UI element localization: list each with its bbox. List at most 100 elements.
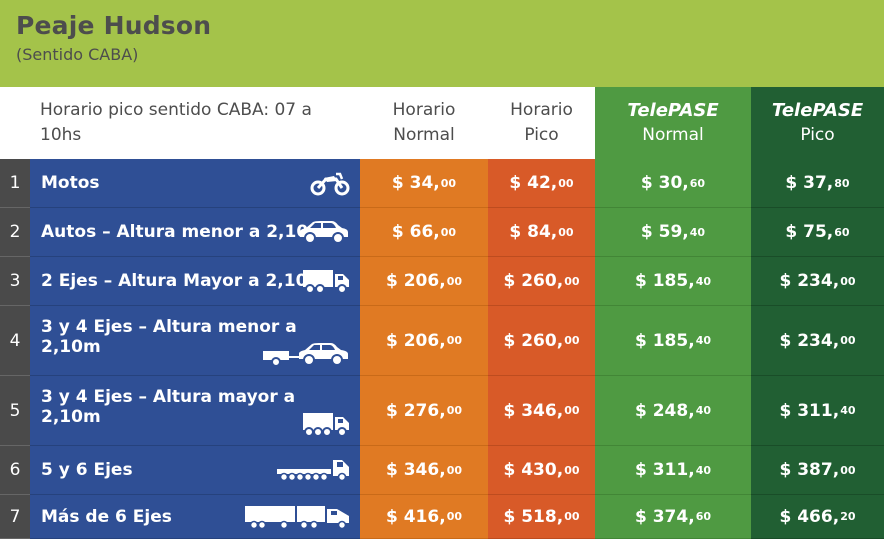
vehicle-label: Motos <box>41 173 100 193</box>
price-telepase-normal-amount: $ 185, <box>634 271 695 291</box>
car-icon <box>298 219 350 245</box>
price-pico: $ 346, 00 <box>488 376 595 446</box>
price-telepase-normal-cents: 60 <box>695 510 711 523</box>
price-telepase-pico-cents: 00 <box>840 334 856 347</box>
price-normal: $ 206, 00 <box>360 306 488 376</box>
row-number: 4 <box>0 306 30 376</box>
price-telepase-pico-amount: $ 387, <box>779 460 840 480</box>
vehicle-label: Autos – Altura menor a 2,10m <box>41 222 326 242</box>
price-pico: $ 260, 00 <box>488 306 595 376</box>
vehicle-label: 2 Ejes – Altura Mayor a 2,10m <box>41 271 326 291</box>
row-number: 3 <box>0 257 30 306</box>
header-normal-line1: Horario <box>392 100 456 120</box>
price-telepase-normal-amount: $ 185, <box>634 330 695 351</box>
header-pico-line2: Pico <box>524 125 559 145</box>
price-normal-amount: $ 276, <box>385 400 446 421</box>
price-normal-cents: 00 <box>446 463 462 477</box>
price-telepase-pico-cents: 00 <box>840 274 856 288</box>
price-telepase-normal-cents: 40 <box>695 463 711 477</box>
price-telepase-normal-cents: 40 <box>695 404 711 417</box>
header-normal-line2: Normal <box>393 125 455 145</box>
price-normal: $ 206, 00 <box>360 257 488 306</box>
price-telepase-pico-cents: 00 <box>840 463 856 477</box>
row-number: 2 <box>0 208 30 257</box>
semi-truck-icon <box>276 457 350 483</box>
price-normal: $ 66, 00 <box>360 208 488 257</box>
toll-rates-table: Horario pico sentido CABA: 07 a 10hs Hor… <box>0 87 884 539</box>
price-telepase-normal-amount: $ 248, <box>634 400 695 421</box>
price-normal: $ 416, 00 <box>360 495 488 539</box>
vehicle-category: Autos – Altura menor a 2,10m <box>30 208 360 257</box>
vehicle-label: 5 y 6 Ejes <box>41 460 133 480</box>
header-telepase-pico: TelePASE Pico <box>751 87 884 159</box>
price-pico: $ 84, 00 <box>488 208 595 257</box>
price-pico-amount: $ 260, <box>503 271 564 291</box>
price-normal-cents: 00 <box>446 334 462 347</box>
price-pico-cents: 00 <box>564 274 580 288</box>
price-telepase-pico: $ 37, 80 <box>751 159 884 208</box>
price-normal-amount: $ 346, <box>385 460 446 480</box>
row-number: 1 <box>0 159 30 208</box>
price-telepase-pico-cents: 80 <box>834 176 850 190</box>
vehicle-category: 5 y 6 Ejes <box>30 446 360 495</box>
price-telepase-normal-cents: 40 <box>695 334 711 347</box>
price-telepase-pico: $ 234, 00 <box>751 257 884 306</box>
price-pico-amount: $ 84, <box>509 222 558 242</box>
vehicle-category: 3 y 4 Ejes – Altura mayor a 2,10m <box>30 376 360 446</box>
price-pico-cents: 00 <box>558 225 574 239</box>
vehicle-category: Más de 6 Ejes <box>30 495 360 539</box>
vehicle-label: Más de 6 Ejes <box>41 506 172 527</box>
price-normal-cents: 00 <box>446 404 462 417</box>
price-telepase-normal-amount: $ 311, <box>634 460 695 480</box>
truck-three-axle-icon <box>302 411 350 437</box>
row-number: 6 <box>0 446 30 495</box>
price-telepase-normal-amount: $ 30, <box>640 173 689 193</box>
price-telepase-pico-amount: $ 234, <box>779 330 840 351</box>
price-telepase-normal-amount: $ 374, <box>634 506 695 527</box>
table-row: 1 Motos $ 34, 00 $ 42, 00 $ 30, 60 $ 37, 80 <box>0 159 884 208</box>
page-header: Peaje Hudson (Sentido CABA) <box>0 0 884 87</box>
price-pico-amount: $ 42, <box>509 173 558 193</box>
car-with-trailer-icon <box>262 341 350 367</box>
vehicle-category: 2 Ejes – Altura Mayor a 2,10m <box>30 257 360 306</box>
price-normal-amount: $ 206, <box>385 330 446 351</box>
row-number: 7 <box>0 495 30 539</box>
header-pico-line1: Horario <box>510 100 573 120</box>
price-pico-cents: 00 <box>564 510 580 523</box>
price-telepase-pico: $ 466, 20 <box>751 495 884 539</box>
price-normal-amount: $ 206, <box>385 271 446 291</box>
price-telepase-pico-cents: 20 <box>840 510 856 523</box>
price-normal: $ 276, 00 <box>360 376 488 446</box>
table-row: 2 Autos – Altura menor a 2,10m $ 66, 00 $ 84… <box>0 208 884 257</box>
price-pico: $ 260, 00 <box>488 257 595 306</box>
price-telepase-normal: $ 311, 40 <box>595 446 751 495</box>
peak-hours-note: Horario pico sentido CABA: 07 a 10hs <box>40 100 312 145</box>
price-pico-cents: 00 <box>564 404 580 417</box>
price-telepase-pico-amount: $ 234, <box>779 271 840 291</box>
price-telepase-normal-cents: 40 <box>695 274 711 288</box>
header-telepase-normal-line1: TelePASE <box>627 100 719 121</box>
price-normal-cents: 00 <box>440 176 457 190</box>
price-telepase-pico-cents: 60 <box>834 225 850 239</box>
price-telepase-pico: $ 234, 00 <box>751 306 884 376</box>
price-pico-amount: $ 260, <box>503 330 564 351</box>
vehicle-label: 3 y 4 Ejes – Altura menor a 2,10m <box>41 317 297 357</box>
price-normal: $ 34, 00 <box>360 159 488 208</box>
price-telepase-normal: $ 374, 60 <box>595 495 751 539</box>
page-subtitle: (Sentido CABA) <box>16 45 139 64</box>
road-train-icon <box>244 504 350 530</box>
price-telepase-normal-amount: $ 59, <box>640 222 689 242</box>
price-telepase-normal: $ 185, 40 <box>595 257 751 306</box>
price-telepase-normal: $ 185, 40 <box>595 306 751 376</box>
header-pico: Horario Pico <box>488 87 595 159</box>
price-telepase-normal: $ 248, 40 <box>595 376 751 446</box>
price-telepase-pico: $ 75, 60 <box>751 208 884 257</box>
price-telepase-pico: $ 311, 40 <box>751 376 884 446</box>
price-telepase-pico: $ 387, 00 <box>751 446 884 495</box>
header-telepase-normal-line2: Normal <box>642 125 704 145</box>
price-normal-amount: $ 34, <box>391 173 440 193</box>
price-normal-amount: $ 416, <box>385 506 446 527</box>
price-telepase-pico-amount: $ 75, <box>785 222 834 242</box>
